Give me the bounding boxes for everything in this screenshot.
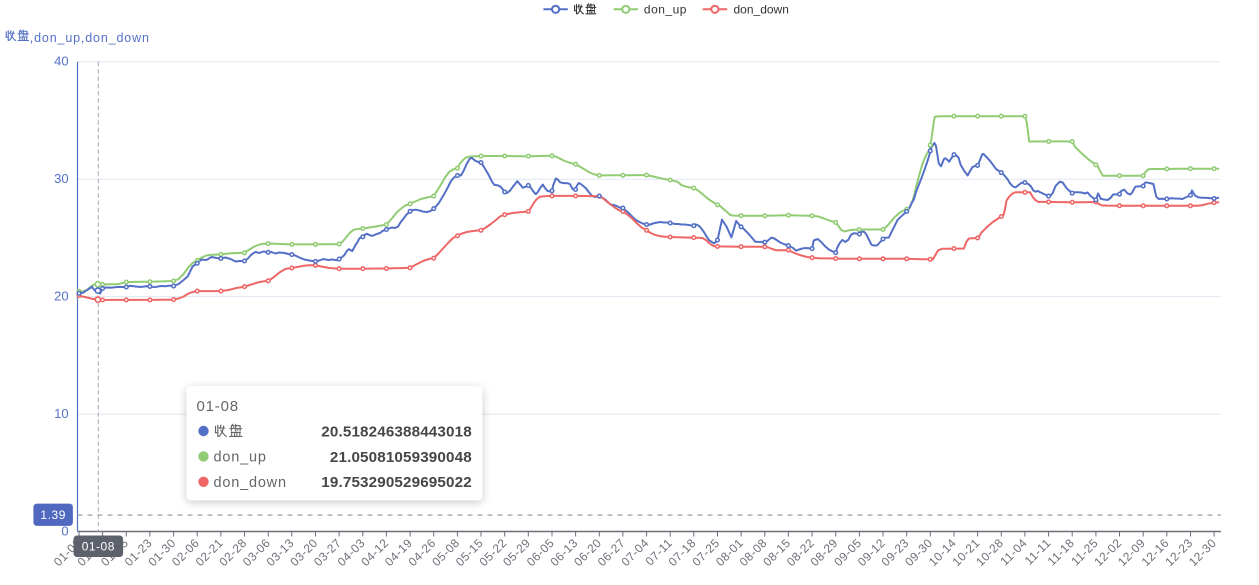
svg-text:10: 10 xyxy=(54,406,68,421)
svg-text:don_down: don_down xyxy=(734,3,789,17)
svg-text:don_up: don_up xyxy=(214,450,267,466)
svg-text:1.39: 1.39 xyxy=(40,508,66,522)
svg-text:,don_up,don_down: ,don_up,don_down xyxy=(30,31,150,45)
svg-text:19.753290529695022: 19.753290529695022 xyxy=(321,474,472,491)
svg-text:01-08: 01-08 xyxy=(82,540,115,554)
svg-text:don_down: don_down xyxy=(214,475,287,491)
svg-text:30: 30 xyxy=(54,171,68,186)
svg-text:21.05081059390048: 21.05081059390048 xyxy=(330,449,472,466)
svg-text:20: 20 xyxy=(54,288,68,303)
svg-text:0: 0 xyxy=(61,523,68,538)
svg-text:40: 40 xyxy=(54,54,68,69)
svg-text:20.518246388443018: 20.518246388443018 xyxy=(321,423,472,440)
svg-text:don_up: don_up xyxy=(644,3,687,17)
svg-text:01-08: 01-08 xyxy=(197,398,239,415)
